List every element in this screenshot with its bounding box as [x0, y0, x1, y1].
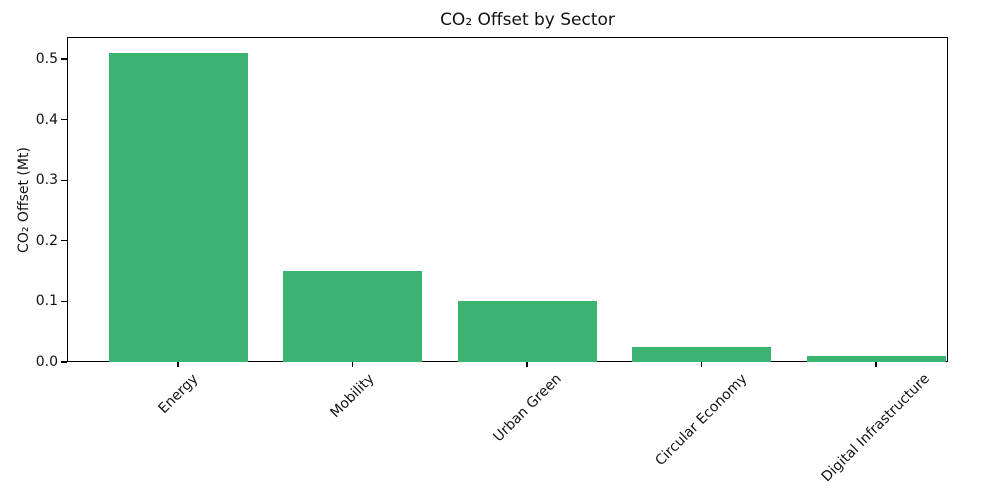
x-tick-label-energy: Energy	[155, 370, 201, 417]
y-tick-mark-0.4	[61, 119, 67, 121]
x-tick-label-digital-infrastructure: Digital Infrastructure	[818, 370, 933, 486]
y-tick-mark-0.0	[61, 361, 67, 363]
y-tick-label-0.3: 0.3	[35, 172, 58, 189]
x-tick-mark-urban-green	[526, 362, 528, 367]
y-tick-mark-0.3	[61, 179, 67, 181]
x-tick-label-mobility: Mobility	[327, 370, 378, 421]
y-tick-mark-0.5	[61, 58, 67, 60]
y-tick-mark-0.1	[61, 300, 67, 303]
bar-circular-economy	[632, 346, 771, 362]
y-tick-label-0.0: 0.0	[35, 354, 58, 370]
y-tick-mark-0.2	[61, 240, 67, 242]
x-tick-mark-mobility	[351, 362, 354, 367]
x-tick-label-circular-economy: Circular Economy	[652, 370, 751, 469]
x-tick-mark-digital-infrastructure	[875, 362, 877, 367]
bar-urban-green	[457, 301, 597, 362]
y-tick-label-0.2: 0.2	[35, 232, 58, 249]
bar-energy	[108, 53, 248, 362]
x-tick-label-urban-green: Urban Green	[489, 370, 565, 446]
bar-digital-infrastructure	[806, 355, 946, 362]
y-tick-label-0.1: 0.1	[35, 293, 58, 310]
chart-title: CO₂ Offset by Sector	[440, 10, 615, 30]
y-tick-label-0.4: 0.4	[35, 111, 58, 128]
x-tick-mark-circular-economy	[700, 362, 703, 367]
y-tick-label-0.5: 0.5	[35, 51, 58, 68]
x-tick-mark-energy	[177, 362, 179, 367]
bar-mobility	[283, 271, 422, 362]
